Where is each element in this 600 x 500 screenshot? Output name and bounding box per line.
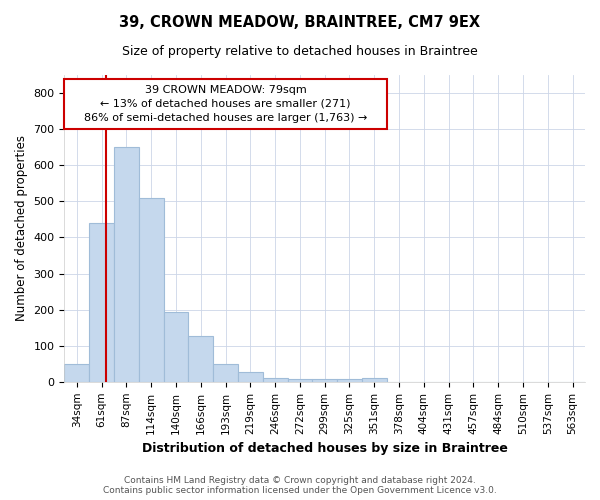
- Bar: [362, 378, 386, 382]
- Bar: [313, 379, 337, 382]
- Text: 39 CROWN MEADOW: 79sqm
← 13% of detached houses are smaller (271)
86% of semi-de: 39 CROWN MEADOW: 79sqm ← 13% of detached…: [84, 85, 367, 123]
- FancyBboxPatch shape: [64, 78, 386, 129]
- Bar: [164, 312, 188, 382]
- Bar: [337, 379, 362, 382]
- Bar: [188, 336, 213, 382]
- Text: 39, CROWN MEADOW, BRAINTREE, CM7 9EX: 39, CROWN MEADOW, BRAINTREE, CM7 9EX: [119, 15, 481, 30]
- Bar: [139, 198, 164, 382]
- Bar: [64, 364, 89, 382]
- Y-axis label: Number of detached properties: Number of detached properties: [15, 136, 28, 322]
- X-axis label: Distribution of detached houses by size in Braintree: Distribution of detached houses by size …: [142, 442, 508, 455]
- Bar: [287, 379, 313, 382]
- Bar: [213, 364, 238, 382]
- Bar: [114, 147, 139, 382]
- Bar: [238, 372, 263, 382]
- Text: Size of property relative to detached houses in Braintree: Size of property relative to detached ho…: [122, 45, 478, 58]
- Bar: [89, 223, 114, 382]
- Text: Contains HM Land Registry data © Crown copyright and database right 2024.
Contai: Contains HM Land Registry data © Crown c…: [103, 476, 497, 495]
- Bar: [263, 378, 287, 382]
